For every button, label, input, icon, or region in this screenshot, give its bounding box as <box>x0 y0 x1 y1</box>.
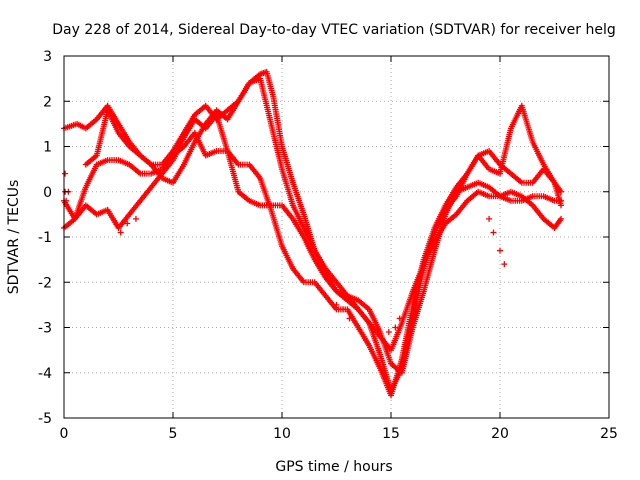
data-point <box>558 197 565 204</box>
data-point <box>62 170 69 177</box>
x-tick-label: 10 <box>273 426 291 442</box>
y-tick-label: -3 <box>38 321 52 337</box>
data-point <box>396 315 403 322</box>
y-tick-label: -2 <box>38 275 52 291</box>
y-axis-label: SDTVAR / TECUs <box>6 180 22 295</box>
y-tick-label: 0 <box>43 185 52 201</box>
data-point <box>490 229 497 236</box>
x-tick-label: 5 <box>169 426 178 442</box>
x-axis-label: GPS time / hours <box>275 459 392 475</box>
data-point <box>124 220 131 227</box>
y-tick-label: -4 <box>38 366 52 382</box>
x-tick-label: 15 <box>382 426 400 442</box>
data-point <box>385 329 392 336</box>
data-point <box>132 215 139 222</box>
data-point <box>501 261 508 268</box>
data-point <box>392 324 399 331</box>
data-point <box>333 301 340 308</box>
data-point <box>340 306 347 313</box>
x-tick-label: 25 <box>600 426 618 442</box>
data-points <box>61 68 565 399</box>
grid <box>64 56 609 418</box>
y-tick-label: 3 <box>43 49 52 65</box>
data-point <box>486 215 493 222</box>
data-point <box>346 315 353 322</box>
data-point <box>558 188 565 195</box>
x-tick-label: 20 <box>491 426 509 442</box>
chart-title: Day 228 of 2014, Sidereal Day-to-day VTE… <box>52 22 615 38</box>
y-tick-label: 1 <box>43 140 52 156</box>
y-tick-label: 2 <box>43 94 52 110</box>
y-tick-label: -1 <box>38 230 52 246</box>
y-tick-label: -5 <box>38 411 52 427</box>
data-point <box>497 247 503 254</box>
axis-ticks: 0 5 10 15 20 25 -5 -4 -3 -2 -1 0 1 2 3 <box>38 49 618 442</box>
data-point <box>558 215 565 222</box>
data-point <box>117 229 124 236</box>
x-tick-label: 0 <box>60 426 69 442</box>
